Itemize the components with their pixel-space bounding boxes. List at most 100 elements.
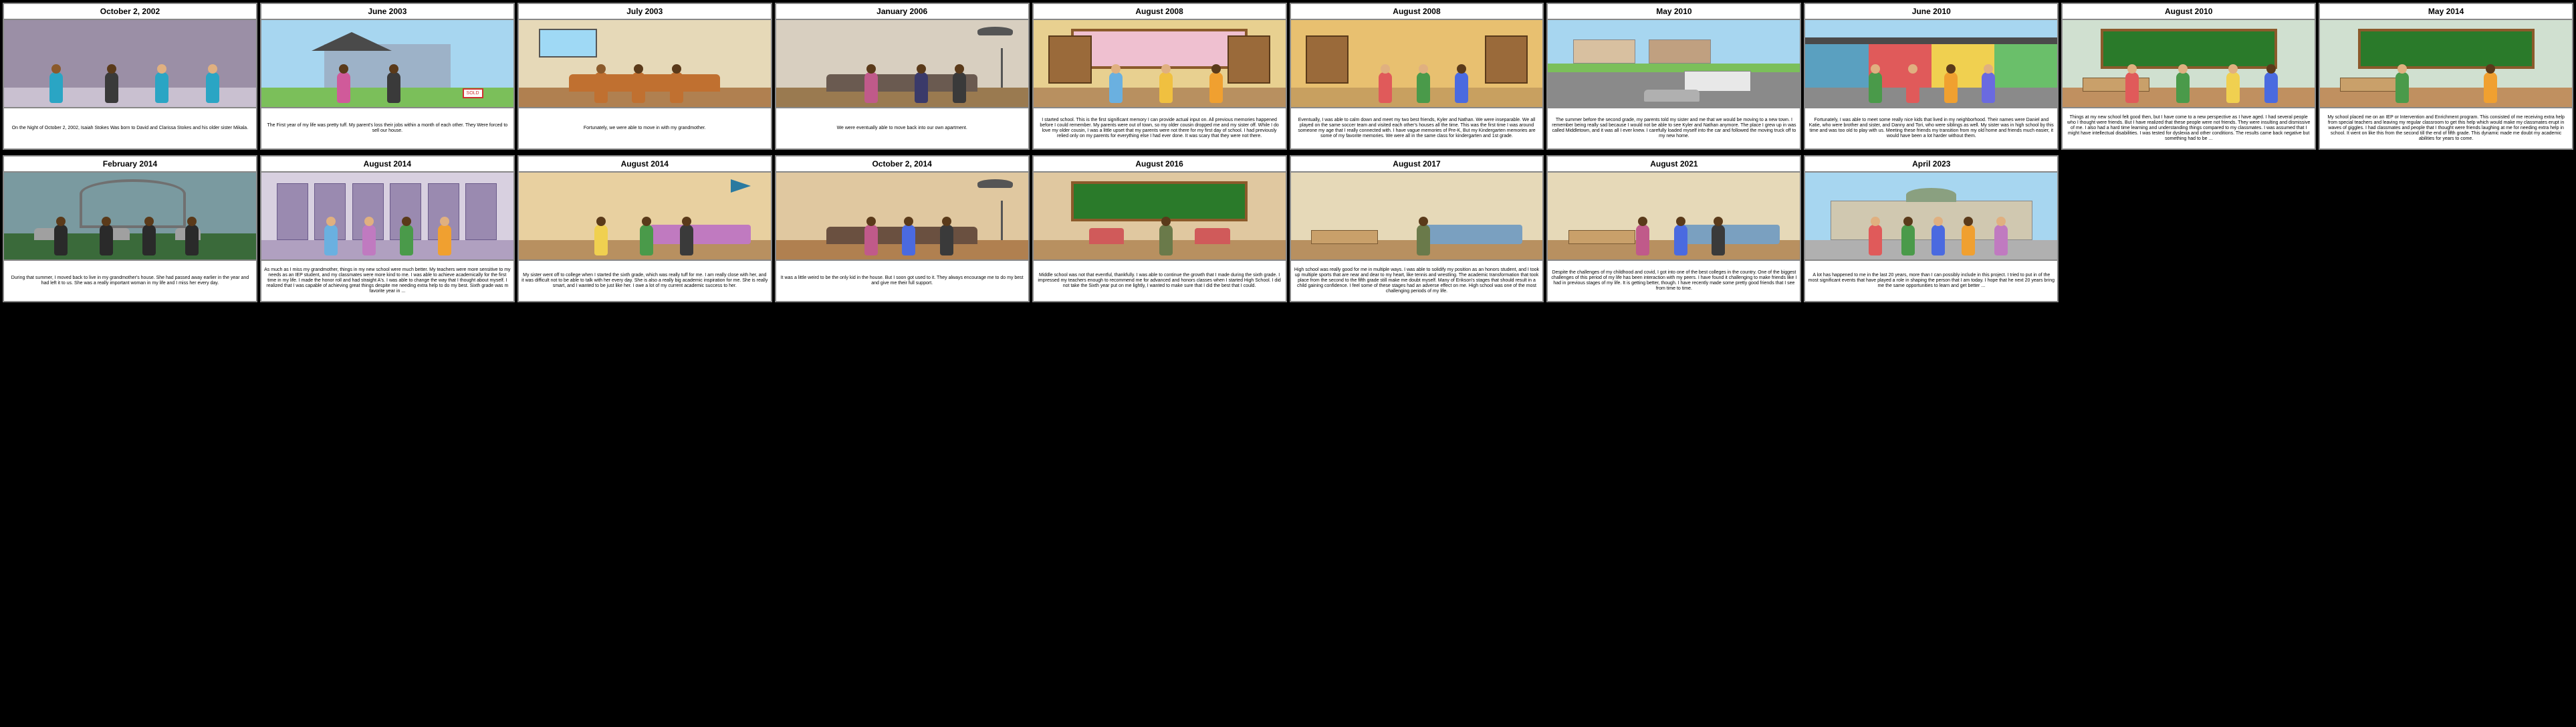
character-figure [206, 72, 219, 103]
character-figure [142, 225, 156, 255]
storyboard-cell: February 2014 During that summer, I moved… [3, 155, 257, 302]
storyboard-cell: July 2003Fortunately, we were able to mo… [517, 3, 772, 150]
cell-caption: A lot has happened to me in the last 20 … [1805, 259, 2057, 301]
cell-date-header: August 2014 [261, 157, 513, 173]
cell-caption: Fortunately, we were able to move in wit… [519, 107, 771, 148]
character-figure [54, 225, 68, 255]
cell-caption: During that summer, I moved back to live… [4, 259, 256, 301]
storyboard-cell: May 2010 The summer before the second gra… [1546, 3, 1801, 150]
cell-scene: SOLD [261, 20, 513, 107]
character-figure [864, 225, 878, 255]
cell-date-header: January 2006 [776, 4, 1028, 20]
timeline-container: October 2, 2002 On the Night of October 2… [0, 0, 2576, 305]
cell-date-header: August 2008 [1034, 4, 1286, 20]
cell-caption: On the Night of October 2, 2002, Isaiah … [4, 107, 256, 148]
timeline-row-1: October 2, 2002 On the Night of October 2… [3, 3, 2573, 150]
character-figure [1674, 225, 1687, 255]
cell-caption: Eventually, I was able to calm down and … [1291, 107, 1543, 148]
character-figure [1417, 72, 1430, 103]
cell-scene [519, 20, 771, 107]
character-figure [902, 225, 915, 255]
cell-date-header: August 2016 [1034, 157, 1286, 173]
character-figure [438, 225, 451, 255]
cell-scene [1034, 173, 1286, 259]
character-figure [1417, 225, 1430, 255]
cell-date-header: April 2023 [1805, 157, 2057, 173]
character-figure [2264, 72, 2278, 103]
storyboard-cell: January 2006 We were eventually able to m… [775, 3, 1030, 150]
cell-scene [2320, 20, 2572, 107]
cell-caption: We were eventually able to move back int… [776, 107, 1028, 148]
character-figure [324, 225, 338, 255]
cell-scene [1291, 173, 1543, 259]
cell-caption: The First year of my life was pretty tuf… [261, 107, 513, 148]
cell-scene [1548, 20, 1800, 107]
character-figure [105, 72, 118, 103]
character-figure [953, 72, 966, 103]
character-figure [940, 225, 953, 255]
storyboard-cell: June 2003SOLDThe First year of my life w… [260, 3, 515, 150]
cell-date-header: May 2010 [1548, 4, 1800, 20]
character-figure [640, 225, 653, 255]
character-figure [1994, 225, 2008, 255]
cell-caption: As much as I miss my grandmother, things… [261, 259, 513, 301]
character-figure [49, 72, 63, 103]
storyboard-cell: August 2008 I started school. This is the… [1032, 3, 1287, 150]
character-figure [1906, 72, 1919, 103]
storyboard-cell: October 2, 2014It was a little weird to … [775, 155, 1030, 302]
character-figure [1962, 225, 1975, 255]
character-figure [864, 72, 878, 103]
cell-date-header: August 2017 [1291, 157, 1543, 173]
character-figure [2226, 72, 2240, 103]
character-figure [680, 225, 693, 255]
character-figure [1944, 72, 1958, 103]
character-figure [337, 72, 350, 103]
cell-date-header: August 2010 [2063, 4, 2315, 20]
cell-caption: Middle school was not that eventful, tha… [1034, 259, 1286, 301]
cell-caption: Despite the challenges of my childhood a… [1548, 259, 1800, 301]
storyboard-cell: August 2021 Despite the challenges of my … [1546, 155, 1801, 302]
character-figure [1455, 72, 1468, 103]
character-figure [1209, 72, 1223, 103]
cell-date-header: August 2014 [519, 157, 771, 173]
character-figure [1159, 72, 1173, 103]
character-figure [594, 72, 608, 103]
character-figure [632, 72, 645, 103]
storyboard-cell: October 2, 2002 On the Night of October 2… [3, 3, 257, 150]
cell-caption: I started school. This is the first sign… [1034, 107, 1286, 148]
cell-scene [1805, 173, 2057, 259]
cell-caption: The summer before the second grade, my p… [1548, 107, 1800, 148]
cell-caption: It was a little weird to be the only kid… [776, 259, 1028, 301]
storyboard-cell: August 2010 Things at my new school felt … [2061, 3, 2316, 150]
character-figure [1636, 225, 1649, 255]
character-figure [1901, 225, 1915, 255]
cell-scene [1548, 173, 1800, 259]
cell-date-header: August 2021 [1548, 157, 1800, 173]
character-figure [100, 225, 113, 255]
cell-scene [1291, 20, 1543, 107]
cell-scene [2063, 20, 2315, 107]
timeline-row-2: February 2014 During that summer, I moved… [3, 155, 2573, 302]
cell-scene [776, 20, 1028, 107]
cell-caption: Things at my new school felt good then, … [2063, 107, 2315, 148]
character-figure [155, 72, 168, 103]
character-figure [2125, 72, 2139, 103]
character-figure [594, 225, 608, 255]
character-figure [1869, 225, 1882, 255]
cell-date-header: October 2, 2002 [4, 4, 256, 20]
character-figure [2395, 72, 2409, 103]
character-figure [362, 225, 376, 255]
character-figure [400, 225, 413, 255]
cell-caption: High school was really good for me in mu… [1291, 259, 1543, 301]
cell-scene [4, 20, 256, 107]
cell-date-header: June 2010 [1805, 4, 2057, 20]
character-figure [1159, 225, 1173, 255]
cell-scene [1034, 20, 1286, 107]
cell-date-header: February 2014 [4, 157, 256, 173]
cell-scene [4, 173, 256, 259]
cell-date-header: August 2008 [1291, 4, 1543, 20]
character-figure [2176, 72, 2190, 103]
character-figure [1982, 72, 1995, 103]
cell-date-header: June 2003 [261, 4, 513, 20]
storyboard-cell: April 2023 A lot has happened to me in th… [1804, 155, 2059, 302]
